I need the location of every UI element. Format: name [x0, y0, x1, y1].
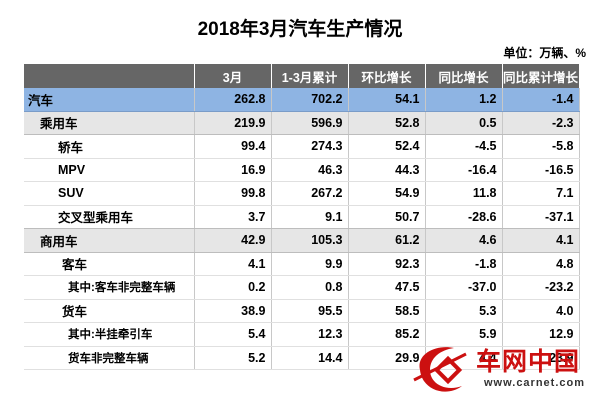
row-label: 商用车	[24, 228, 195, 253]
cell-value: 9.9	[271, 252, 349, 276]
row-label: 货车非完整车辆	[24, 346, 195, 370]
table-row: MPV 16.9 46.3 44.3 -16.4 -16.5	[24, 158, 580, 182]
cell-value: 16.9	[194, 158, 272, 182]
page-title: 2018年3月汽车生产情况	[197, 19, 403, 40]
row-label: 货车	[24, 299, 195, 323]
cell-value: 44.3	[348, 158, 426, 182]
table-row: 其中:客车非完整车辆 0.2 0.8 47.5 -37.0 -23.2	[24, 275, 580, 300]
cell-value: -5.8	[502, 134, 580, 159]
cell-value: 1.2	[425, 88, 503, 112]
cell-value: 0.8	[271, 275, 349, 300]
cell-value: -1.4	[502, 88, 580, 112]
cell-value: -16.4	[425, 158, 503, 182]
table-row: 汽车 262.8 702.2 54.1 1.2 -1.4	[24, 88, 580, 112]
table-row: SUV 99.8 267.2 54.9 11.8 7.1	[24, 181, 580, 206]
cell-value: 23.9	[502, 346, 580, 370]
column-header-march: 3月	[194, 64, 272, 88]
column-header-ytd: 1-3月累计	[271, 64, 349, 88]
cell-value: 92.3	[348, 252, 426, 276]
cell-value: 42.9	[194, 228, 272, 253]
table-row: 交叉型乘用车 3.7 9.1 50.7 -28.6 -37.1	[24, 205, 580, 229]
row-label: SUV	[24, 181, 195, 206]
cell-value: 4.8	[502, 252, 580, 276]
row-label: 交叉型乘用车	[24, 205, 195, 229]
watermark-url: www.carnet.com	[484, 377, 586, 389]
table-row: 货车 38.9 95.5 58.5 5.3 4.0	[24, 299, 580, 323]
unit-note: 单位：万辆、%	[503, 46, 586, 60]
cell-value: 58.5	[348, 299, 426, 323]
cell-value: 5.4	[194, 322, 272, 347]
table-row: 客车 4.1 9.9 92.3 -1.8 4.8	[24, 252, 580, 276]
cell-value: 99.8	[194, 181, 272, 206]
cell-value: -4.5	[425, 134, 503, 159]
table-row: 商用车 42.9 105.3 61.2 4.6 4.1	[24, 228, 580, 253]
cell-value: 12.3	[271, 322, 349, 347]
cell-value: 61.2	[348, 228, 426, 253]
column-header-yoy: 同比增长	[425, 64, 503, 88]
cell-value: 5.9	[425, 322, 503, 347]
column-header-mom: 环比增长	[348, 64, 426, 88]
cell-value: 4.1	[502, 228, 580, 253]
cell-value: 267.2	[271, 181, 349, 206]
cell-value: 105.3	[271, 228, 349, 253]
cell-value: 4.1	[194, 252, 272, 276]
cell-value: 5.3	[425, 299, 503, 323]
cell-value: -16.5	[502, 158, 580, 182]
cell-value: 4.0	[502, 299, 580, 323]
table-row: 货车非完整车辆 5.2 14.4 29.9 4.4 23.9	[24, 346, 580, 370]
cell-value: 95.5	[271, 299, 349, 323]
cell-value: 12.9	[502, 322, 580, 347]
cell-value: 52.8	[348, 111, 426, 135]
cell-value: 702.2	[271, 88, 349, 112]
cell-value: 4.6	[425, 228, 503, 253]
cell-value: 0.2	[194, 275, 272, 300]
cell-value: 99.4	[194, 134, 272, 159]
table-row: 轿车 99.4 274.3 52.4 -4.5 -5.8	[24, 134, 580, 159]
cell-value: -37.0	[425, 275, 503, 300]
cell-value: 54.1	[348, 88, 426, 112]
row-label: 客车	[24, 252, 195, 276]
column-header-blank	[24, 64, 195, 88]
cell-value: 54.9	[348, 181, 426, 206]
cell-value: 52.4	[348, 134, 426, 159]
carnet-logo-icon	[413, 347, 467, 392]
cell-value: 46.3	[271, 158, 349, 182]
table-row: 乘用车 219.9 596.9 52.8 0.5 -2.3	[24, 111, 580, 135]
cell-value: 14.4	[271, 346, 349, 370]
row-label: 汽车	[24, 88, 195, 112]
cell-value: 50.7	[348, 205, 426, 229]
cell-value: 3.7	[194, 205, 272, 229]
cell-value: -1.8	[425, 252, 503, 276]
watermark-name: 车网中国	[476, 348, 581, 376]
row-label: MPV	[24, 158, 195, 182]
cell-value: -28.6	[425, 205, 503, 229]
cell-value: 7.1	[502, 181, 580, 206]
cell-value: 219.9	[194, 111, 272, 135]
cell-value: 29.9	[348, 346, 426, 370]
carnet-watermark: 车网中国 www.carnet.com	[410, 340, 600, 400]
row-label: 乘用车	[24, 111, 195, 135]
cell-value: 5.2	[194, 346, 272, 370]
cell-value: -2.3	[502, 111, 580, 135]
cell-value: 9.1	[271, 205, 349, 229]
cell-value: -37.1	[502, 205, 580, 229]
row-label: 其中:半挂牵引车	[24, 322, 195, 347]
cell-value: 11.8	[425, 181, 503, 206]
cell-value: 38.9	[194, 299, 272, 323]
cell-value: -23.2	[502, 275, 580, 300]
cell-value: 0.5	[425, 111, 503, 135]
column-header-yoy-cum: 同比累计增长	[502, 64, 580, 88]
row-label: 轿车	[24, 134, 195, 159]
row-label: 其中:客车非完整车辆	[24, 275, 195, 300]
table-header-row: 3月 1-3月累计 环比增长 同比增长 同比累计增长	[24, 64, 580, 88]
cell-value: 262.8	[194, 88, 272, 112]
table-row: 其中:半挂牵引车 5.4 12.3 85.2 5.9 12.9	[24, 322, 580, 347]
cell-value: 274.3	[271, 134, 349, 159]
cell-value: 85.2	[348, 322, 426, 347]
production-table: 3月 1-3月累计 环比增长 同比增长 同比累计增长 汽车 262.8 702.…	[24, 64, 580, 370]
cell-value: 596.9	[271, 111, 349, 135]
cell-value: 47.5	[348, 275, 426, 300]
